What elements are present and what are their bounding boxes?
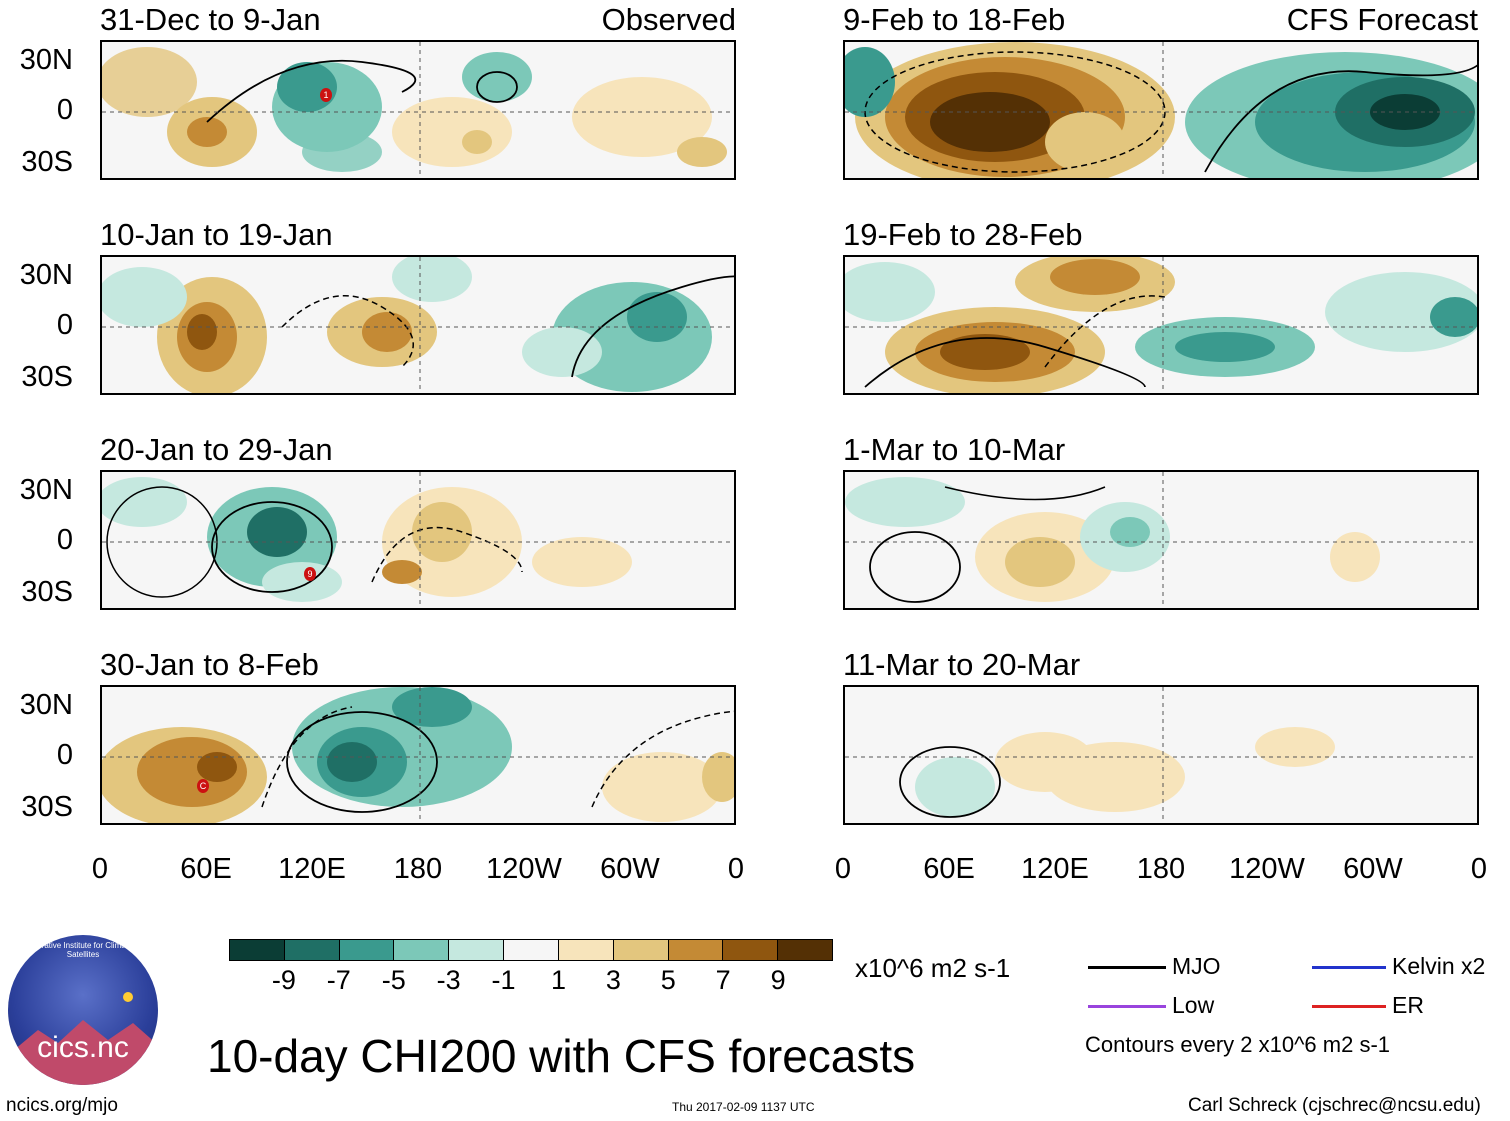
logo-text: cics.nc [37,1031,129,1064]
panel-title-8: 11-Mar to 20-Mar [843,647,1081,682]
figure-title: 10-day CHI200 with CFS forecasts [207,1030,916,1082]
lon-label: 0 [834,853,852,885]
lon-label: 180 [1136,853,1186,885]
colorbar-swatch [503,940,558,960]
chi200-field [845,42,1477,178]
panel-title-4: 30-Jan to 8-Feb [100,647,319,682]
chi200-field [845,472,1477,608]
chi200-field [845,257,1477,393]
mountain-icon [8,992,158,1085]
panel-title-1: 31-Dec to 9-Jan [100,2,321,37]
lon-label: 60W [600,853,660,885]
colorbar-tick-label: -5 [381,965,406,995]
lon-label: 120E [278,853,346,885]
lat-label-30s: 30S [21,146,73,178]
colorbar-tick-label: -3 [436,965,461,995]
lat-label-30n: 30N [19,44,73,76]
panel-title-5: 9-Feb to 18-Feb [843,2,1066,37]
lat-label-eq: 0 [56,739,73,771]
panel-title-3: 20-Jan to 29-Jan [100,432,333,467]
storm-marker: 1 [320,88,332,102]
lat-label-eq: 0 [56,524,73,556]
colorbar [229,939,833,961]
legend-line-er [1312,1005,1386,1008]
legend-label-mjo: MJO [1172,953,1221,979]
panel-title-2: 10-Jan to 19-Jan [100,217,333,252]
map-panel-observed-4: C [100,685,736,825]
colorbar-swatch [722,940,778,960]
lon-label: 60E [180,853,232,885]
cics-logo: Cooperative Institute for Climate and Sa… [8,935,158,1085]
map-panel-forecast-3 [843,470,1479,610]
footer-timestamp: Thu 2017-02-09 1137 UTC [672,1100,815,1114]
colorbar-swatch [448,940,504,960]
lat-label-30n: 30N [19,474,73,506]
lat-label-30s: 30S [21,576,73,608]
map-panel-forecast-2 [843,255,1479,395]
chi200-field [102,257,734,393]
colorbar-swatch [338,940,394,960]
lat-label-30n: 30N [19,689,73,721]
lon-label: 180 [393,853,443,885]
lon-label: 0 [91,853,109,885]
legend-line-kelvin [1312,966,1386,969]
chi200-field [102,687,734,823]
colorbar-swatch [283,940,339,960]
lat-label-30s: 30S [21,791,73,823]
footer-author: Carl Schreck (cjschrec@ncsu.edu) [1188,1095,1481,1116]
map-panel-forecast-1 [843,40,1479,180]
colorbar-tick-label: -9 [271,965,296,995]
colorbar-tick-label: -1 [491,965,516,995]
map-panel-observed-3: 9 [100,470,736,610]
colorbar-tick-label: 3 [605,965,621,995]
chi200-field [102,42,734,178]
lat-label-eq: 0 [56,309,73,341]
footer-link[interactable]: ncics.org/mjo [6,1095,118,1116]
colorbar-tick-label: 5 [660,965,676,995]
panel-title-7: 1-Mar to 10-Mar [843,432,1066,467]
colorbar-tick-label: 7 [715,965,731,995]
logo-ring-text: Cooperative Institute for Climate and Sa… [18,941,148,959]
forecast-header: CFS Forecast [1286,2,1478,37]
lon-label: 120W [486,853,562,885]
lat-label-30s: 30S [21,361,73,393]
storm-marker: C [197,779,209,793]
contours-note: Contours every 2 x10^6 m2 s-1 [1085,1032,1391,1057]
colorbar-tick-label: -7 [326,965,351,995]
colorbar-tick-label: 9 [770,965,786,995]
lon-label: 60W [1343,853,1403,885]
panel-title-6: 19-Feb to 28-Feb [843,217,1083,252]
legend-label-kelvin: Kelvin x2 [1392,953,1486,979]
colorbar-tick-label: 1 [550,965,566,995]
colorbar-swatch [557,940,613,960]
legend-line-mjo [1088,966,1166,969]
map-panel-observed-2 [100,255,736,395]
legend-label-low: Low [1172,992,1215,1018]
legend-line-low [1088,1005,1166,1008]
lon-label: 0 [727,853,745,885]
map-panel-observed-1: 1 [100,40,736,180]
chi200-field [102,472,734,608]
lon-label: 60E [923,853,975,885]
map-panel-forecast-4 [843,685,1479,825]
colorbar-units: x10^6 m2 s-1 [855,953,1011,983]
observed-header: Observed [601,2,736,37]
lon-label: 0 [1470,853,1488,885]
colorbar-swatch [393,940,449,960]
colorbar-swatch [612,940,668,960]
lon-label: 120E [1021,853,1089,885]
colorbar-swatch [777,940,832,960]
lon-label: 120W [1229,853,1305,885]
colorbar-swatch [230,940,284,960]
legend-label-er: ER [1392,992,1424,1018]
chi200-field [845,687,1477,823]
lat-label-eq: 0 [56,94,73,126]
lat-label-30n: 30N [19,259,73,291]
storm-marker: 9 [304,567,316,581]
colorbar-swatch [667,940,723,960]
